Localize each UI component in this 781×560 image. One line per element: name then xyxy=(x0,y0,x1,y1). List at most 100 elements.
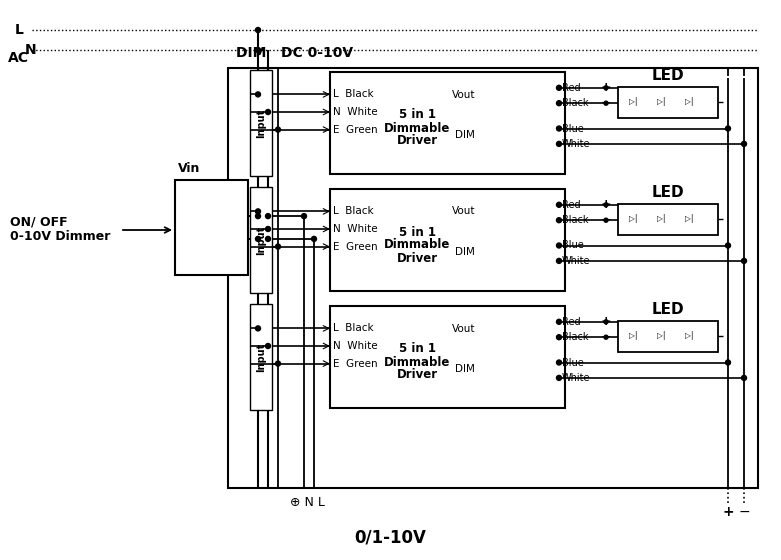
Text: Dimmable: Dimmable xyxy=(384,356,451,368)
Text: DIM: DIM xyxy=(455,364,475,374)
Text: LED: LED xyxy=(651,68,684,83)
Circle shape xyxy=(266,110,270,114)
Circle shape xyxy=(741,258,747,263)
Bar xyxy=(228,68,758,488)
Circle shape xyxy=(276,127,280,132)
Text: Black: Black xyxy=(562,98,589,108)
Circle shape xyxy=(557,319,562,324)
Text: Input: Input xyxy=(256,225,266,255)
Circle shape xyxy=(266,236,270,241)
Text: LED: LED xyxy=(651,302,684,317)
Circle shape xyxy=(557,141,562,146)
Bar xyxy=(618,321,718,352)
Text: Blue: Blue xyxy=(562,240,583,250)
Text: Dimmable: Dimmable xyxy=(384,239,451,251)
Text: Input: Input xyxy=(256,342,266,372)
Bar xyxy=(330,72,565,174)
Text: Driver: Driver xyxy=(397,251,438,264)
Circle shape xyxy=(255,92,261,97)
Text: AC: AC xyxy=(8,51,29,65)
Circle shape xyxy=(726,126,730,131)
Text: +: + xyxy=(722,505,734,519)
Bar xyxy=(250,304,272,410)
Text: L: L xyxy=(15,23,24,37)
Circle shape xyxy=(301,213,306,218)
Text: E  Green: E Green xyxy=(333,358,378,368)
Text: Blue: Blue xyxy=(562,124,583,133)
Text: ▷|: ▷| xyxy=(629,97,637,106)
Text: 0-10V Dimmer: 0-10V Dimmer xyxy=(10,231,110,244)
Text: White: White xyxy=(562,139,590,149)
Text: ▷|: ▷| xyxy=(657,97,665,106)
Text: Red: Red xyxy=(562,200,580,210)
Text: ▷|: ▷| xyxy=(629,213,637,223)
Text: Red: Red xyxy=(562,317,580,327)
Text: −: − xyxy=(601,97,612,110)
Circle shape xyxy=(557,258,562,263)
Text: DIM: DIM xyxy=(455,130,475,140)
Bar xyxy=(330,189,565,291)
Text: 5 in 1: 5 in 1 xyxy=(399,109,436,122)
Text: ▷|: ▷| xyxy=(685,97,694,106)
Text: +: + xyxy=(601,315,612,328)
Text: White: White xyxy=(562,256,590,266)
Circle shape xyxy=(276,244,280,249)
Text: ⊕ N L: ⊕ N L xyxy=(290,496,325,508)
Text: Vout: Vout xyxy=(451,324,475,334)
Circle shape xyxy=(255,27,261,32)
Text: White: White xyxy=(562,373,590,383)
Circle shape xyxy=(255,209,261,214)
Circle shape xyxy=(557,101,562,106)
Circle shape xyxy=(557,335,562,340)
Circle shape xyxy=(255,236,261,241)
Text: Blue: Blue xyxy=(562,357,583,367)
Bar xyxy=(330,306,565,408)
Text: ▷|: ▷| xyxy=(657,213,665,223)
Text: Input: Input xyxy=(256,109,266,138)
Text: ON/ OFF: ON/ OFF xyxy=(10,216,68,228)
Circle shape xyxy=(726,243,730,248)
Text: E  Green: E Green xyxy=(333,125,378,134)
Circle shape xyxy=(604,335,608,339)
Circle shape xyxy=(557,375,562,380)
Circle shape xyxy=(741,141,747,146)
Circle shape xyxy=(255,326,261,331)
Text: E  Green: E Green xyxy=(333,241,378,251)
Text: N  White: N White xyxy=(333,107,378,117)
Circle shape xyxy=(266,213,270,218)
Text: Red: Red xyxy=(562,83,580,93)
Text: LED: LED xyxy=(651,185,684,200)
Text: −: − xyxy=(738,505,750,519)
Text: Vin: Vin xyxy=(178,161,201,175)
Bar xyxy=(618,87,718,118)
Circle shape xyxy=(604,101,608,105)
Text: −: − xyxy=(601,331,612,344)
Text: DIM   DC 0-10V: DIM DC 0-10V xyxy=(236,46,353,60)
Text: −: − xyxy=(601,214,612,227)
Bar xyxy=(175,180,248,275)
Circle shape xyxy=(604,86,608,90)
Text: L  Black: L Black xyxy=(333,207,373,216)
Text: 5 in 1: 5 in 1 xyxy=(399,226,436,239)
Circle shape xyxy=(557,218,562,223)
Text: N  White: N White xyxy=(333,224,378,234)
Text: DIM: DIM xyxy=(455,247,475,257)
Circle shape xyxy=(255,213,261,218)
Circle shape xyxy=(266,343,270,348)
Text: 5 in 1: 5 in 1 xyxy=(399,343,436,356)
Text: Dimmable: Dimmable xyxy=(384,122,451,134)
Text: ▷|: ▷| xyxy=(685,330,694,339)
Circle shape xyxy=(312,236,316,241)
Circle shape xyxy=(557,360,562,365)
Circle shape xyxy=(255,48,261,53)
Text: N: N xyxy=(25,43,37,57)
Circle shape xyxy=(557,243,562,248)
Circle shape xyxy=(604,320,608,324)
Text: Vout: Vout xyxy=(451,207,475,217)
Text: Vout: Vout xyxy=(451,90,475,100)
Circle shape xyxy=(726,360,730,365)
Text: Driver: Driver xyxy=(397,368,438,381)
Text: 0/1-10V: 0/1-10V xyxy=(354,529,426,547)
Circle shape xyxy=(557,202,562,207)
Text: L  Black: L Black xyxy=(333,324,373,333)
